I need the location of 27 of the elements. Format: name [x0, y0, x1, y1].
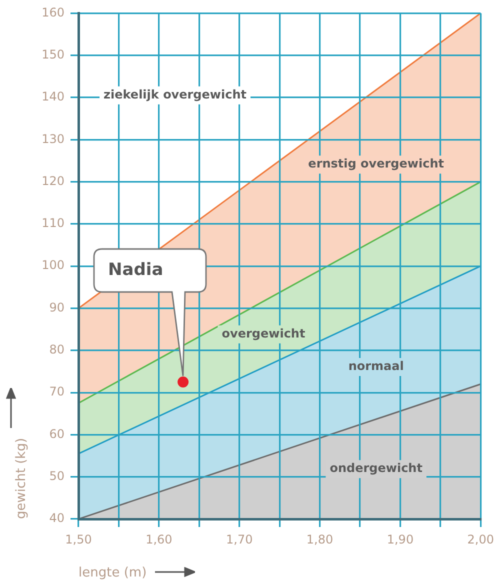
- x-axis-title: lengte (m): [78, 566, 147, 581]
- series-label: ernstig overgewicht: [308, 156, 444, 171]
- y-tick-label: 160: [42, 5, 65, 20]
- y-tick-label: 150: [42, 47, 65, 62]
- y-tick-label: 50: [49, 468, 65, 483]
- y-tick-label: 90: [49, 300, 65, 314]
- y-tick-label: 70: [49, 384, 65, 399]
- series-label: ondergewicht: [330, 461, 423, 476]
- y-tick-label: 120: [42, 174, 65, 188]
- x-tick-label: 2,00: [467, 532, 494, 546]
- y-tick-label: 40: [49, 511, 65, 526]
- series-label: overgewicht: [222, 326, 306, 340]
- y-tick-label: 100: [42, 258, 65, 272]
- x-tick-label: 1,50: [65, 532, 92, 546]
- y-tick-label: 140: [42, 90, 65, 104]
- series-label: normaal: [348, 359, 404, 374]
- annotation: ziekelijk overgewicht: [104, 87, 247, 102]
- y-axis-title: gewicht (kg): [14, 438, 30, 519]
- annotation: Nadia: [108, 260, 164, 280]
- x-tick-label: 1,90: [386, 532, 414, 546]
- y-tick-label: 110: [42, 216, 65, 230]
- y-tick-label: 130: [42, 132, 65, 146]
- y-tick-label: 80: [49, 342, 65, 357]
- x-tick-label: 1,80: [306, 532, 334, 546]
- y-tick-label: 60: [49, 426, 65, 441]
- x-tick-label: 1,60: [146, 532, 172, 546]
- x-tick-label: 1,70: [226, 532, 253, 546]
